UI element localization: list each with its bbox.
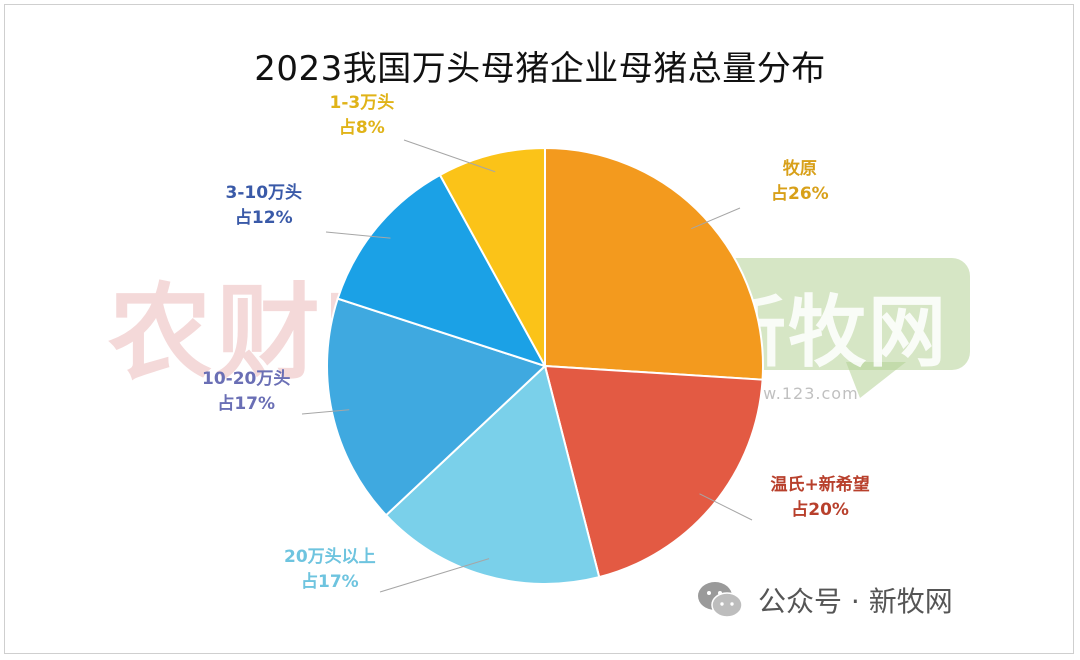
slice-label-3: 10-20万头 占17% [202,367,290,417]
slice-label-percent: 占8% [338,118,385,138]
leader-line-4 [325,231,391,239]
pie-slice-2 [384,364,601,585]
pie-slice-0 [544,146,764,381]
pie-slice-5 [438,146,546,367]
chart-title: 2023我国万头母猪企业母猪总量分布 [254,49,826,89]
watermark-xinmu-badge-tail [846,362,906,398]
leader-line-0 [691,207,741,230]
slice-label-name: 温氏+新希望 [770,475,870,495]
pie-slice-3 [326,297,547,517]
slice-label-name: 3-10万头 [225,183,303,203]
slice-label-0: 牧原占26% [771,157,829,207]
slice-label-name: 20万头以上 [284,547,376,567]
slice-label-name: 牧原 [782,159,817,179]
slice-label-4: 3-10万头 占12% [226,181,303,231]
slice-label-name: 1-3万头 [329,93,395,113]
slice-label-percent: 占17% [217,394,276,414]
slice-label-percent: 占12% [234,208,293,228]
slice-label-percent: 占17% [300,572,359,592]
slice-label-5: 1-3万头占8% [330,91,395,141]
slice-label-percent: 占20% [791,500,849,520]
footer-wechat: 公众号 · 新牧网 [696,580,953,620]
pie-slice-4 [336,173,548,368]
slice-label-1: 温氏+新希望 占20% [771,473,870,523]
leader-line-1 [699,493,753,521]
leader-line-2 [379,558,490,593]
leader-line-3 [301,409,350,415]
footer-text: 公众号 · 新牧网 [758,585,953,618]
slice-label-2: 20万头以上 占17% [284,545,376,595]
watermark-url: www.123.com [735,384,859,403]
wechat-icon [698,582,743,618]
pie-slice-1 [543,364,764,579]
slice-label-percent: 占26% [771,184,829,204]
leader-line-5 [403,139,496,173]
slice-label-name: 10-20万头 [202,369,291,389]
